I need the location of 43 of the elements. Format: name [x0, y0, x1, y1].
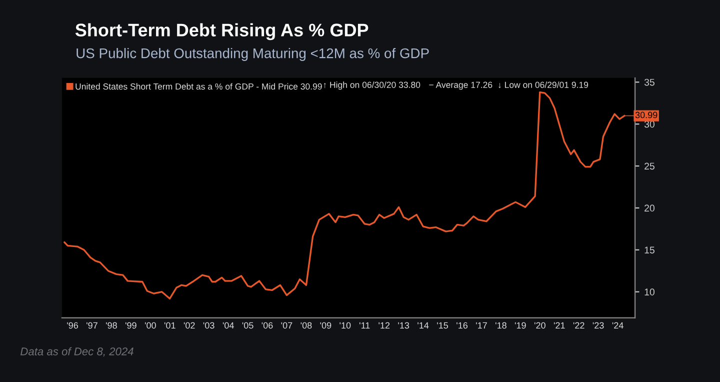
x-tick-label: '13 — [398, 322, 410, 329]
text: Data as of Dec 8, 2024 — [20, 347, 134, 357]
y-tick-label: 30 — [644, 120, 654, 128]
x-tick-label: '96 — [67, 322, 78, 329]
x-tick-label: '15 — [437, 322, 448, 329]
x-tick-label: '05 — [242, 322, 254, 329]
y-tick-label: 35 — [644, 78, 654, 86]
y-tick-label: 20 — [644, 204, 654, 212]
annotation: − Average 17.26 — [429, 82, 492, 90]
annotation: ↓ Low on 06/29/01 9.19 — [498, 82, 588, 88]
y-tick-label: 10 — [644, 288, 654, 296]
chart-subtitle: US Public Debt Outstanding Maturing <12M as % of GDP — [76, 48, 429, 61]
x-tick-label: '04 — [222, 322, 234, 329]
x-tick-label: '03 — [203, 322, 214, 329]
annotation: 30.99 — [635, 112, 658, 118]
x-tick-label: '23 — [592, 322, 604, 329]
x-tick-label: '21 — [554, 322, 565, 329]
x-tick-label: '17 — [476, 322, 487, 329]
x-tick-label: '11 — [360, 322, 370, 329]
x-tick-label: '97 — [86, 322, 98, 329]
x-tick-label: '18 — [496, 322, 506, 329]
x-tick-label: '01 — [164, 322, 176, 329]
x-tick-label: '22 — [573, 322, 584, 329]
x-tick-label: '10 — [340, 322, 351, 329]
x-tick-label: '99 — [125, 322, 136, 329]
x-tick-label: '12 — [378, 322, 390, 329]
x-tick-label: '02 — [184, 322, 195, 329]
legend-label: United States Short Term Debt as a % of GDP - Mid Price 30.99 — [76, 83, 322, 90]
x-tick-label: '16 — [456, 322, 468, 329]
x-tick-label: '09 — [320, 322, 332, 329]
annotation: ↑ High on 06/30/20 33.80 — [324, 82, 420, 90]
x-tick-label: '19 — [514, 322, 526, 329]
x-tick-label: '14 — [418, 322, 429, 329]
x-tick-label: '07 — [281, 322, 292, 329]
x-tick-label: '00 — [145, 322, 156, 329]
x-tick-label: '20 — [534, 322, 546, 329]
x-tick-label: '98 — [106, 322, 117, 329]
x-tick-label: '06 — [262, 322, 273, 329]
x-tick-label: '08 — [300, 322, 312, 329]
x-tick-label: '24 — [612, 322, 624, 329]
chart-title: Short-Term Debt Rising As % GDP — [75, 23, 368, 40]
y-tick-label: 25 — [644, 162, 654, 170]
y-tick-label: 15 — [644, 246, 654, 254]
